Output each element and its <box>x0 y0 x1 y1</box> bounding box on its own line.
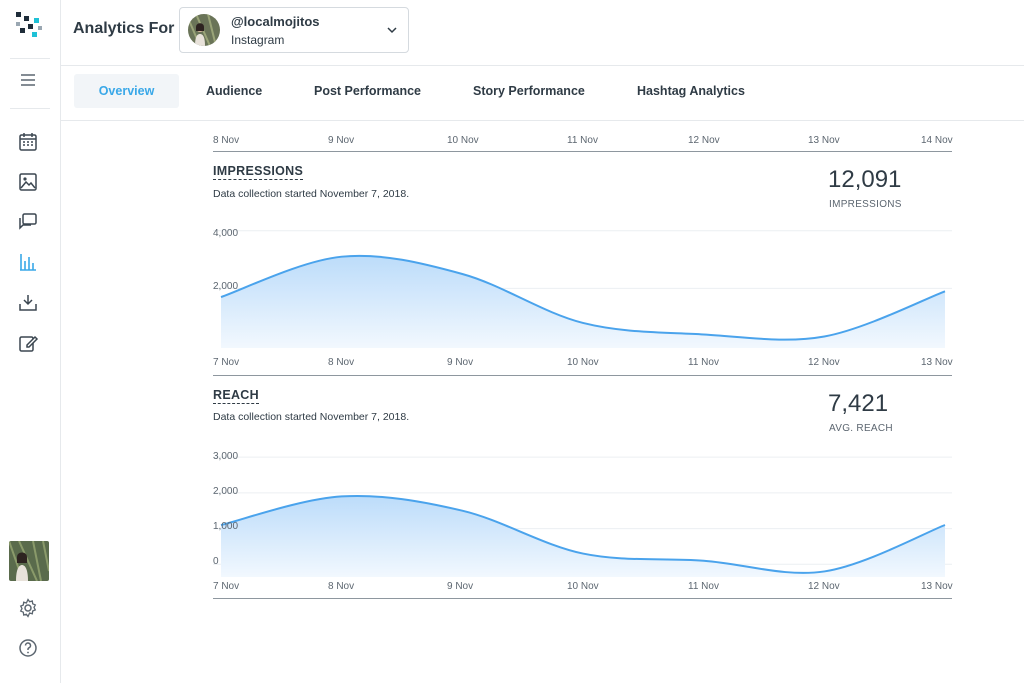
top-header: Analytics For @localmojitos Instagram <box>61 0 1024 66</box>
series-line[interactable] <box>220 494 946 574</box>
top-axis-tick: 12 Nov <box>688 135 720 146</box>
y-axis-tick: 2,000 <box>213 281 239 292</box>
account-handle: @localmojitos <box>231 14 320 29</box>
image-icon[interactable] <box>16 170 40 194</box>
x-axis-tick: 7 Nov <box>213 581 240 592</box>
divider <box>10 108 50 109</box>
x-axis-tick: 11 Nov <box>688 357 719 368</box>
x-axis-tick: 13 Nov <box>921 581 953 592</box>
x-axis-tick: 12 Nov <box>808 357 840 368</box>
tab-audience[interactable]: Audience <box>206 84 263 98</box>
reach-value: 7,421 <box>828 390 889 417</box>
reach-caption: AVG. REACH <box>829 423 893 434</box>
comments-icon[interactable] <box>16 210 40 234</box>
account-selector[interactable]: @localmojitos Instagram <box>179 7 409 53</box>
account-avatar <box>188 14 220 46</box>
data-point[interactable] <box>459 508 465 514</box>
account-platform: Instagram <box>231 33 285 47</box>
download-icon[interactable] <box>16 291 40 315</box>
edit-icon[interactable] <box>16 331 40 355</box>
data-point[interactable] <box>339 493 345 499</box>
impressions-note: Data collection started November 7, 2018… <box>213 188 410 200</box>
tab-story-performance[interactable]: Story Performance <box>473 84 585 98</box>
y-axis-tick: 2,000 <box>213 486 239 497</box>
x-axis-tick: 11 Nov <box>688 581 719 592</box>
user-avatar[interactable] <box>9 541 49 581</box>
analytics-icon[interactable] <box>16 250 40 274</box>
menu-icon[interactable] <box>16 68 40 92</box>
data-point[interactable] <box>942 522 948 528</box>
axis-line <box>213 375 952 376</box>
x-axis-tick: 9 Nov <box>447 357 474 368</box>
series-area <box>221 255 945 348</box>
y-axis-tick: 3,000 <box>213 451 239 462</box>
data-point[interactable] <box>580 551 586 557</box>
series-area <box>221 495 945 577</box>
brand-logo[interactable] <box>14 10 44 40</box>
x-axis-tick: 10 Nov <box>567 357 599 368</box>
divider <box>10 58 50 59</box>
x-axis-tick: 10 Nov <box>567 581 599 592</box>
chevron-down-icon <box>387 27 397 34</box>
tab-hashtag-analytics[interactable]: Hashtag Analytics <box>637 84 745 98</box>
series-line[interactable] <box>220 254 946 341</box>
top-axis-tick: 9 Nov <box>328 135 355 146</box>
x-axis-tick: 8 Nov <box>328 357 355 368</box>
calendar-icon[interactable] <box>16 130 40 154</box>
top-axis-tick: 11 Nov <box>567 135 598 146</box>
help-icon[interactable] <box>16 636 40 660</box>
sidebar <box>0 0 61 683</box>
impressions-title[interactable]: IMPRESSIONS <box>213 164 304 180</box>
top-axis-tick: 13 Nov <box>808 135 840 146</box>
top-axis-tick: 8 Nov <box>213 135 240 146</box>
reach-note: Data collection started November 7, 2018… <box>213 411 410 423</box>
axis-line <box>213 598 952 599</box>
x-axis-tick: 7 Nov <box>213 357 240 368</box>
y-axis-tick: 0 <box>213 556 219 567</box>
axis-line <box>213 151 952 152</box>
settings-icon[interactable] <box>16 596 40 620</box>
data-point[interactable] <box>701 558 707 564</box>
top-axis-tick: 10 Nov <box>447 135 479 146</box>
impressions-value: 12,091 <box>828 166 902 193</box>
page-title: Analytics For <box>73 20 175 37</box>
top-axis-tick: 14 Nov <box>921 135 953 146</box>
x-axis-tick: 12 Nov <box>808 581 840 592</box>
tab-post-performance[interactable]: Post Performance <box>314 84 421 98</box>
tab-bar: Overview Audience Post Performance Story… <box>61 66 1024 121</box>
impressions-caption: IMPRESSIONS <box>829 199 902 210</box>
x-axis-tick: 13 Nov <box>921 357 953 368</box>
x-axis-tick: 9 Nov <box>447 581 474 592</box>
x-axis-tick: 8 Nov <box>328 581 355 592</box>
y-axis-tick: 1,000 <box>213 521 239 532</box>
y-axis-tick: 4,000 <box>213 228 239 239</box>
reach-title[interactable]: REACH <box>213 388 259 404</box>
data-point[interactable] <box>821 568 827 574</box>
tab-overview[interactable]: Overview <box>74 74 179 108</box>
